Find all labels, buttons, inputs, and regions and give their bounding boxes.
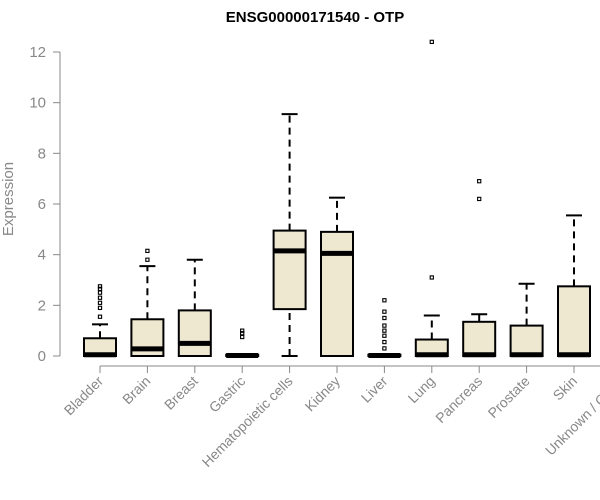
y-tick-label: 4: [38, 247, 46, 264]
y-tick-label: 2: [38, 297, 46, 314]
x-tick-label: Prostate: [485, 373, 533, 421]
outlier-point: [382, 328, 387, 333]
box: [272, 229, 307, 311]
outlier-point: [382, 309, 387, 314]
outlier-point: [382, 339, 387, 345]
outlier-point: [240, 328, 245, 333]
outlier-point: [145, 257, 150, 262]
outlier-point: [382, 346, 387, 351]
box-group: [225, 328, 260, 358]
x-tick-label: Gastric: [206, 373, 249, 416]
outlier-point: [382, 298, 387, 303]
outlier-point: [240, 334, 245, 340]
y-tick-label: 12: [29, 44, 46, 61]
y-axis-label: Expression: [0, 162, 17, 236]
outlier-point: [97, 295, 103, 300]
box-group: [177, 258, 212, 357]
outlier-point: [382, 333, 387, 338]
x-tick-label: Liver: [358, 373, 391, 406]
box-group: [509, 282, 544, 358]
box-group: [367, 298, 402, 358]
box-group: [320, 196, 354, 357]
y-tick-label: 6: [38, 196, 46, 213]
outlier-point: [97, 314, 103, 319]
box-group: [462, 179, 497, 358]
outlier-point: [145, 248, 150, 254]
outlier-point: [429, 39, 434, 45]
y-tick-label: 0: [38, 348, 46, 365]
box-group: [83, 284, 117, 358]
outlier-point: [429, 275, 434, 280]
box: [557, 285, 591, 358]
x-tick-label: Bladder: [61, 373, 107, 419]
outlier-point: [97, 305, 103, 311]
y-axis: 0 2 4 6 8 10 12: [29, 44, 61, 365]
box: [462, 320, 497, 357]
x-tick-label: Skin: [550, 373, 581, 404]
x-tick-label: Hematopoietic cells: [199, 373, 296, 470]
box-group: [414, 39, 449, 358]
outlier-point: [382, 315, 387, 321]
chart-title: ENSG00000171540 - OTP: [226, 9, 404, 26]
outlier-point: [240, 331, 245, 336]
x-tick-label: Breast: [161, 373, 201, 413]
y-tick-label: 8: [38, 145, 46, 162]
boxes-layer: [83, 39, 591, 358]
outlier-point: [477, 196, 482, 202]
outlier-point: [97, 290, 103, 295]
outlier-point: [382, 323, 387, 328]
outlier-point: [97, 284, 103, 289]
y-tick-label: 10: [29, 95, 46, 112]
x-tick-label: Kidney: [302, 373, 344, 415]
box: [509, 324, 544, 358]
x-tick-label: Lung: [405, 373, 438, 406]
x-tick-label: Pancreas: [432, 373, 485, 426]
box-group: [272, 113, 307, 357]
box: [320, 230, 354, 357]
outlier-point: [97, 286, 103, 292]
box-group: [557, 214, 591, 358]
box: [177, 309, 212, 357]
outlier-point: [477, 179, 482, 184]
x-tick-label: Brain: [119, 373, 153, 407]
box-group: [130, 248, 165, 357]
outlier-point: [97, 300, 103, 305]
